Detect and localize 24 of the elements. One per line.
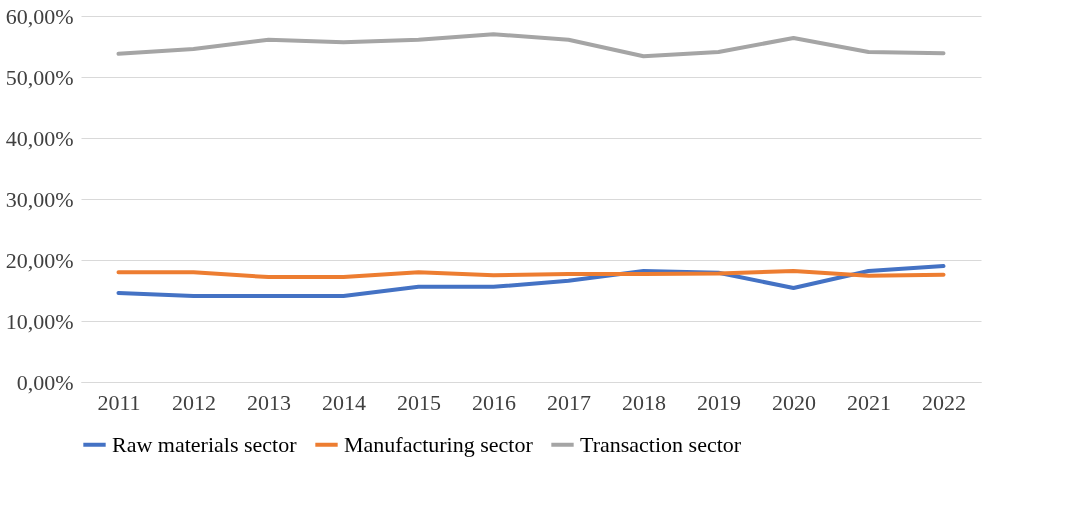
y-tick-label: 50,00% bbox=[5, 64, 74, 90]
y-tick-label: 30,00% bbox=[5, 186, 74, 212]
line-series bbox=[116, 268, 946, 280]
y-tick-label: 60,00% bbox=[5, 3, 74, 29]
x-tick-label: 2022 bbox=[922, 389, 966, 415]
y-tick-label: 10,00% bbox=[5, 308, 74, 334]
y-tick-label: 0,00% bbox=[16, 369, 74, 395]
x-tick-label: 2017 bbox=[547, 389, 591, 415]
y-tick-label: 20,00% bbox=[5, 247, 74, 273]
legend-label: Transaction sector bbox=[580, 431, 742, 457]
x-tick-label: 2012 bbox=[172, 389, 216, 415]
line-series bbox=[116, 32, 946, 59]
x-tick-label: 2016 bbox=[472, 389, 516, 415]
x-tick-label: 2015 bbox=[397, 389, 441, 415]
x-tick-label: 2014 bbox=[322, 389, 366, 415]
legend-label: Manufacturing sector bbox=[344, 431, 534, 457]
x-tick-label: 2013 bbox=[247, 389, 291, 415]
legend-label: Raw materials sector bbox=[112, 431, 298, 457]
x-tick-label: 2021 bbox=[847, 389, 891, 415]
x-tick-label: 2011 bbox=[97, 389, 141, 415]
x-tick-label: 2018 bbox=[622, 389, 666, 415]
y-tick-label: 40,00% bbox=[5, 125, 74, 151]
x-tick-label: 2020 bbox=[772, 389, 816, 415]
x-tick-label: 2019 bbox=[697, 389, 741, 415]
